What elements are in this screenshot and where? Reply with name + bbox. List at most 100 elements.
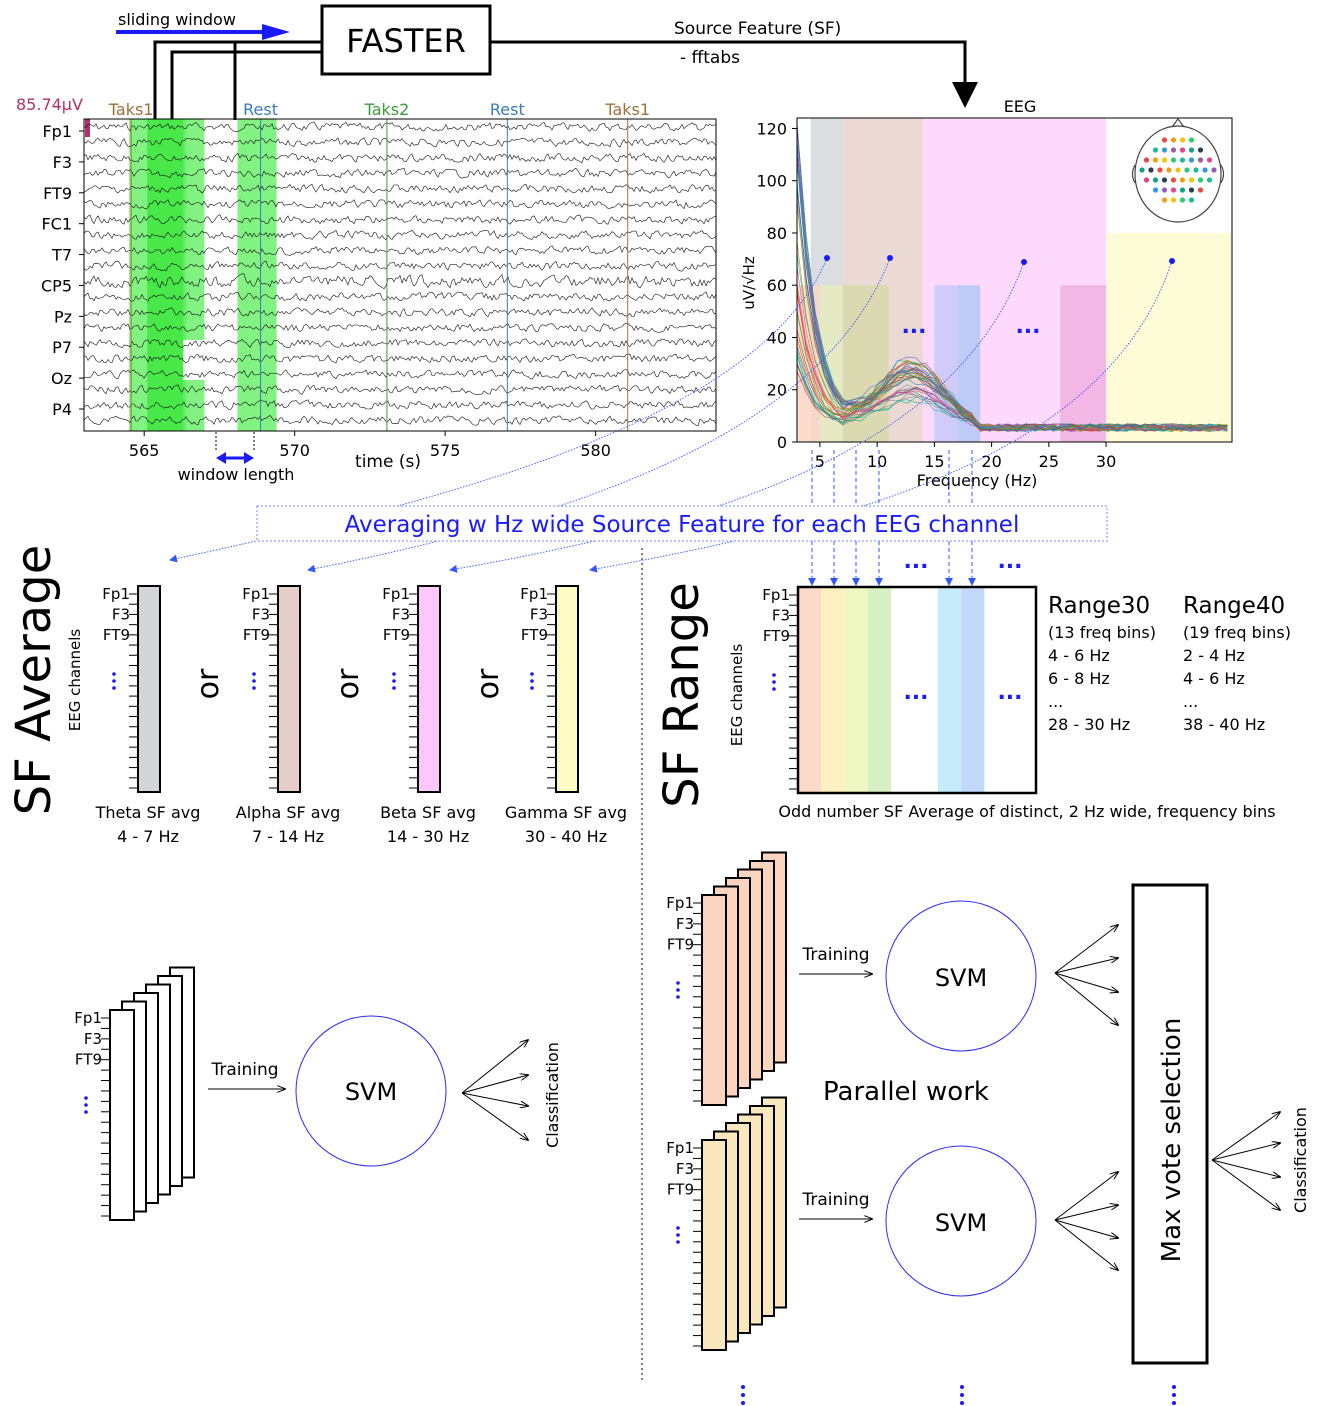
svm-circle [295,1015,447,1167]
spectrum-trace [796,188,1228,432]
x-tick-label: 30 [1096,452,1116,471]
spectrum-y-ticks: 0 20 40 60 80 100 120 [756,119,797,452]
eeg-trace [83,260,717,272]
sf-range-section: SF Range EEG channels Fp1 F3 FT9..........… [654,549,1310,1405]
event-label: Taks2 [364,100,410,119]
channel-ellipsis [84,1103,88,1107]
y-tick-label: 120 [756,119,787,138]
channel-label: F3 [772,606,790,624]
frequency-bin [984,587,1008,793]
banner-text: Averaging w Hz wide Source Feature for e… [345,512,1020,538]
channel-ellipsis [676,1240,680,1244]
spectrum-trace [796,144,1228,432]
y-tick-label: 100 [756,172,787,191]
bin-arrows [808,450,976,586]
eeg-trace [83,338,717,349]
channel-label: CP5 [41,276,72,295]
x-tick-label: 5 [815,452,825,471]
band-name: Beta SF avg [380,803,476,822]
band-range: 14 - 30 Hz [387,827,469,846]
sf-range-ylabel: EEG channels [728,644,746,747]
eeg-trace [83,273,717,290]
y-tick-label: 60 [767,276,787,295]
classification-label: Classification [543,1042,562,1148]
channel-label: F3 [112,605,130,623]
bin-ellipsis: ... [997,680,1022,705]
channel-ellipsis [772,673,776,677]
alpha-connector [307,257,891,573]
band-name: Theta SF avg [95,803,201,822]
event-label: Rest [243,100,278,119]
eeg-trace [83,369,717,380]
eeg-trace [83,167,717,179]
training-label-1: Training [801,945,869,965]
spectrum-frame [796,117,1233,443]
channel-ellipsis [392,686,396,690]
parallel-work-label: Parallel work [823,1077,989,1107]
channel-label: Fp1 [74,1009,102,1027]
range40-title: Range40 [1183,593,1285,619]
frequency-bin [821,587,845,793]
svm-circle-1 [885,900,1037,1052]
channel-ellipsis [676,1233,680,1237]
channel-label: Fp1 [242,585,270,603]
range40-row-1: 2 - 4 Hz [1183,646,1245,665]
channel-label: FT9 [75,1051,102,1069]
y-tick-label: 80 [767,224,787,243]
y-tick-label: 20 [767,381,787,400]
eeg-trace [83,229,717,241]
eeg-trace [83,121,717,133]
event-label: Taks1 [108,100,154,119]
svm-label-1: SVM [935,964,987,992]
channel-ellipsis [392,672,396,676]
arrow-ellipsis: ... [903,549,928,574]
channel-label: Fp1 [42,122,72,141]
channel-label: F3 [53,153,72,172]
channel-label: P7 [52,338,72,357]
sf-average-title: SF Average [6,545,62,815]
eeg-traces [83,121,717,426]
range30-row-4: 28 - 30 Hz [1048,715,1130,734]
y-tick-label: 40 [767,328,787,347]
band-range: 7 - 14 Hz [252,827,324,846]
time-tick-label: 580 [580,441,611,460]
eeg-trace [83,183,717,194]
or-label: or [191,668,226,699]
range40-row-3: ... [1183,692,1198,711]
frequency-bin [891,587,915,793]
channel-ellipsis [84,1096,88,1100]
window-connector-2 [170,50,322,120]
time-tick-label: 565 [129,441,160,460]
eeg-trace [83,307,717,318]
range30-feature-stack: Fp1 F3 FT9 [666,851,787,1106]
channel-ellipsis [112,672,116,676]
range30-row-1: 4 - 6 Hz [1048,646,1110,665]
channel-ellipsis [252,672,256,676]
eeg-trace [83,384,717,395]
beta-connector [449,261,1025,573]
faster-box [320,4,492,76]
channel-label: Fp1 [666,894,694,912]
training-label: Training [210,1060,278,1080]
eeg-trace [83,152,717,164]
svm2-vote-arrows [1054,1172,1118,1270]
range40-bins: (19 freq bins) [1183,623,1291,642]
frequency-bin [914,587,938,793]
channel-label: FT9 [667,936,694,954]
spectrum-traces [796,123,1228,432]
window-highlights [129,119,277,431]
arrow-ellipsis: ... [997,549,1022,574]
event-markers: Taks1 Rest Taks2 Rest Taks1 [108,100,650,431]
spectrum-title: EEG [1004,97,1037,116]
x-tick-label: 15 [924,452,944,471]
channel-label: FT9 [103,626,130,644]
time-tick-label: 575 [430,441,461,460]
channel-label: F3 [676,915,694,933]
channel-label: FT9 [667,1181,694,1199]
frequency-bin [1007,587,1031,793]
band-column [555,585,579,793]
spectrum-ellipsis-2: ... [1015,314,1040,339]
final-classification-label: Classification [1291,1107,1310,1213]
range30-row-3: ... [1048,692,1063,711]
source-feature-label: Source Feature (SF) [674,19,841,39]
